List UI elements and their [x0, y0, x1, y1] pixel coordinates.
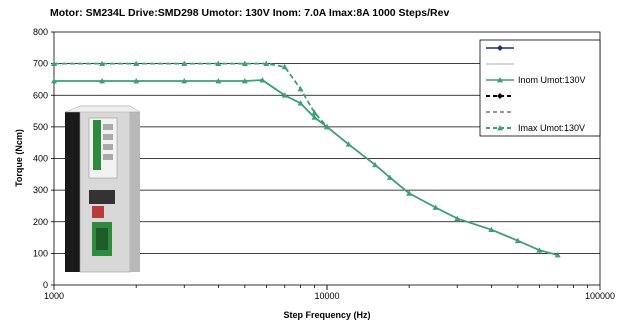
legend-label: Inom Umot:130V [518, 75, 586, 85]
y-tick-label: 300 [33, 185, 48, 195]
data-point-marker [215, 78, 222, 84]
data-point-marker [263, 60, 270, 67]
y-tick-label: 200 [33, 217, 48, 227]
y-axis-label: Torque (Ncm) [14, 129, 24, 187]
x-tick-label: 100000 [585, 291, 615, 301]
data-point-marker [454, 215, 461, 221]
x-tick-labels: 1000 10000 100000 [44, 291, 615, 301]
legend: Inom Umot:130V Imax Umot:130V [479, 39, 601, 137]
data-point-marker [406, 190, 413, 196]
chart-title: Motor: SM234L Drive:SMD298 Umotor: 130V … [50, 7, 449, 19]
data-point-marker [536, 247, 543, 253]
data-point-marker [133, 78, 140, 84]
y-tick-labels: 0 100 200 300 400 500 600 700 800 [33, 27, 54, 290]
x-minor-ticks [53, 285, 601, 290]
data-point-marker [181, 60, 188, 67]
data-point-marker [241, 78, 248, 84]
stepper-drive-photo [64, 105, 141, 273]
y-tick-label: 600 [33, 90, 48, 100]
data-point-marker [514, 237, 521, 244]
data-point-marker [281, 63, 288, 70]
data-point-marker [386, 174, 393, 180]
data-point-marker [133, 60, 140, 67]
data-point-marker [181, 78, 188, 84]
data-point-marker [497, 93, 503, 99]
data-point-marker [488, 226, 495, 233]
data-point-marker [432, 204, 439, 210]
data-point-marker [241, 60, 248, 67]
y-tick-label: 0 [43, 280, 48, 290]
data-point-marker [99, 78, 106, 84]
data-point-marker [311, 114, 318, 120]
data-point-marker [497, 125, 503, 131]
y-tick-label: 400 [33, 154, 48, 164]
x-tick-label: 1000 [44, 291, 64, 301]
data-point-marker [215, 60, 222, 67]
data-point-marker [311, 109, 318, 116]
data-point-marker [497, 77, 503, 83]
data-point-marker [259, 77, 266, 83]
data-point-marker [99, 60, 106, 67]
data-point-marker [345, 141, 352, 147]
y-tick-label: 500 [33, 122, 48, 132]
data-point-marker [297, 85, 304, 92]
legend-label: Imax Umot:130V [518, 123, 585, 133]
data-point-marker [281, 92, 288, 98]
data-point-marker [324, 123, 330, 130]
y-tick-label: 800 [33, 27, 48, 37]
y-tick-label: 700 [33, 59, 48, 69]
data-point-marker [554, 251, 561, 258]
data-point-marker [51, 78, 57, 84]
x-tick-label: 10000 [314, 291, 339, 301]
data-point-marker [297, 100, 304, 106]
series-line-5 [54, 62, 328, 128]
series-layer [51, 60, 561, 258]
data-point-marker [51, 60, 57, 67]
x-axis-label: Step Frequency (Hz) [283, 310, 370, 320]
y-tick-label: 100 [33, 248, 48, 258]
data-point-marker [497, 45, 503, 51]
data-point-marker [372, 161, 379, 168]
